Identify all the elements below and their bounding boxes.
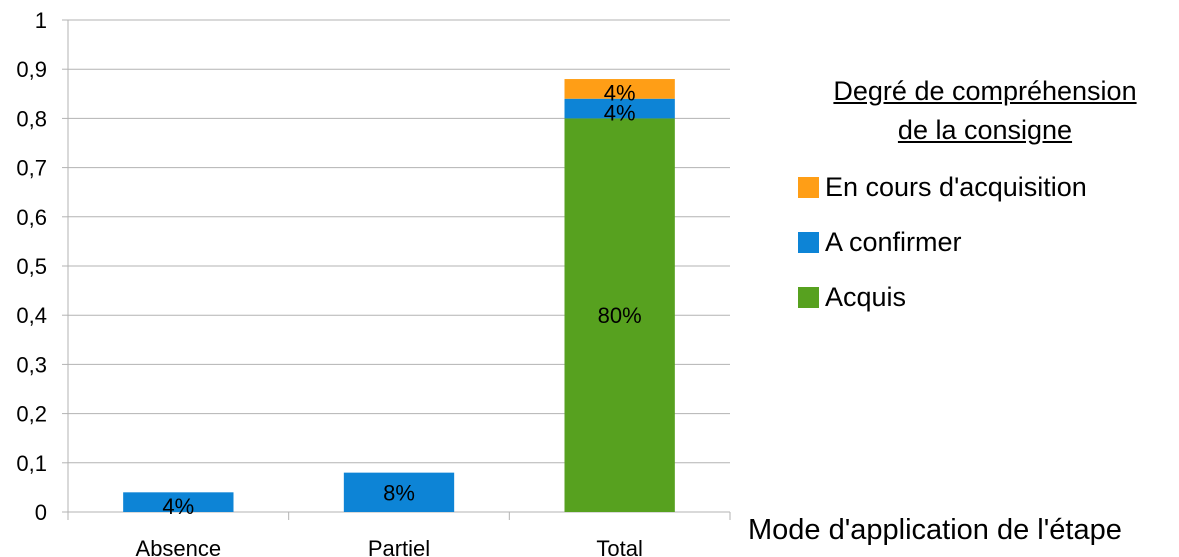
y-tick-label: 0,4	[16, 303, 47, 328]
x-axis-title: Mode d'application de l'étape	[748, 514, 1122, 546]
y-tick-label: 0,6	[16, 205, 47, 230]
legend-item-a-confirmer: A confirmer	[798, 227, 962, 257]
data-label-acquis-total: 80%	[598, 303, 642, 328]
legend-swatch-a-confirmer	[798, 231, 819, 253]
legend-swatch-en-cours	[798, 176, 819, 198]
data-label-a-confirmer-partiel: 8%	[383, 480, 415, 505]
bar-a-confirmer-total	[564, 98, 675, 119]
y-tick-label: 0,5	[16, 254, 47, 279]
y-tick-label: 0	[35, 500, 47, 525]
bar-a-confirmer-partiel	[343, 472, 455, 512]
y-tick-label: 0,1	[16, 451, 47, 476]
legend-label-a-confirmer: A confirmer	[825, 226, 962, 257]
legend-label-en-cours: En cours d'acquisition	[825, 171, 1087, 202]
legend-item-acquis: Acquis	[798, 282, 906, 312]
legend-swatch-acquis	[798, 286, 819, 308]
y-tick-label: 0,7	[16, 156, 47, 181]
data-label-en-cours-d-acquisition-total: 4%	[604, 81, 636, 106]
legend-title: Degré de compréhension de la consigne	[800, 72, 1170, 150]
bar-a-confirmer-absence	[123, 492, 234, 512]
bar-en-cours-d-acquisition-total	[564, 79, 675, 99]
y-tick-label: 0,3	[16, 352, 47, 377]
bar-acquis-total	[564, 118, 675, 513]
data-label-a-confirmer-total: 4%	[604, 100, 636, 125]
legend-item-en-cours: En cours d'acquisition	[798, 172, 1087, 202]
legend-title-line-2: de la consigne	[897, 115, 1073, 145]
y-tick-label: 1	[35, 8, 47, 33]
legend-label-acquis: Acquis	[825, 281, 907, 312]
legend-title-line-1: Degré de compréhension	[833, 76, 1137, 106]
y-tick-label: 0,8	[16, 106, 47, 131]
x-tick-label: Total	[596, 536, 642, 557]
y-tick-label: 0,9	[16, 57, 47, 82]
x-tick-label: Partiel	[368, 536, 430, 557]
x-tick-label: Absence	[136, 536, 222, 557]
data-label-a-confirmer-absence: 4%	[162, 494, 194, 519]
y-tick-label: 0,2	[16, 402, 47, 427]
